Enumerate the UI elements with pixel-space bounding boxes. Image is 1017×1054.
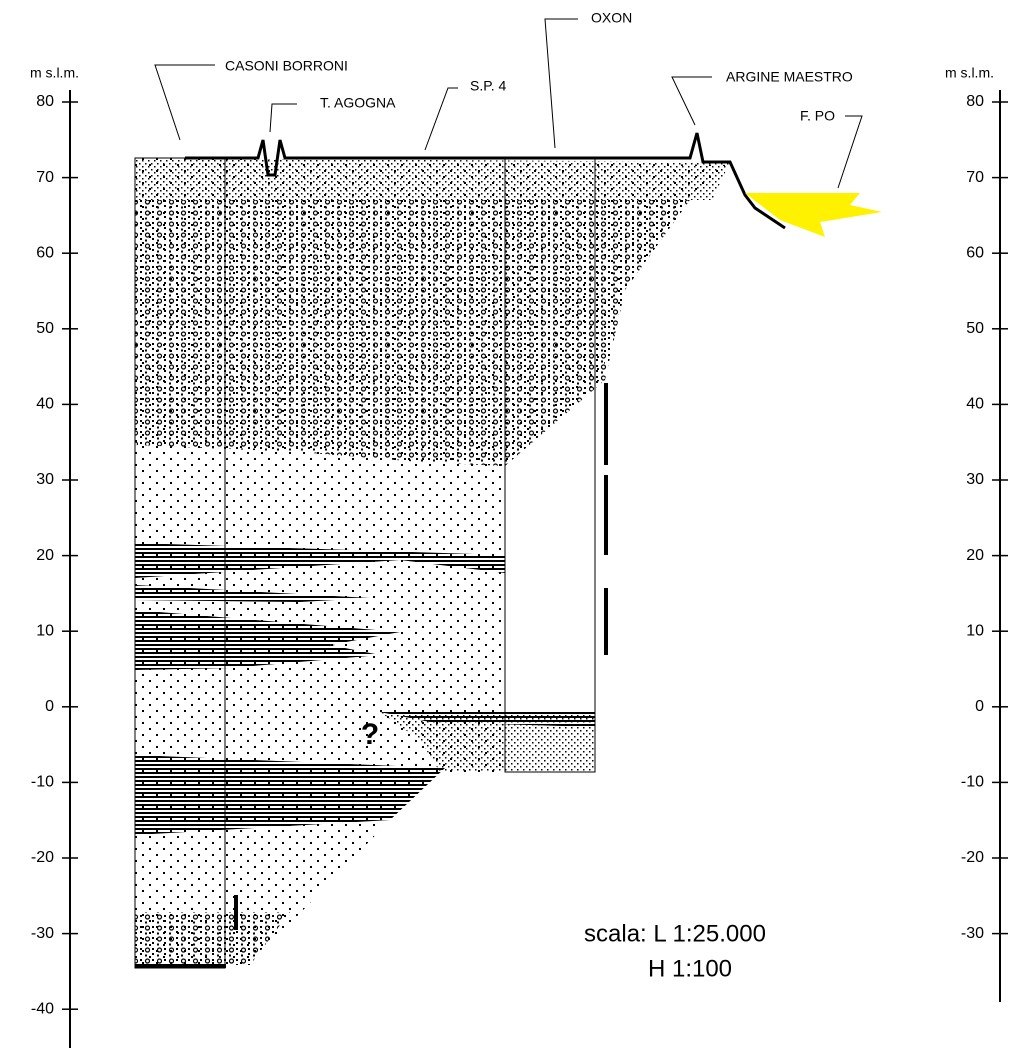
tick-label: 30	[966, 471, 984, 488]
label: S.P. 4	[470, 78, 507, 94]
tick-label: -10	[31, 774, 54, 791]
tick-label: -30	[961, 925, 984, 942]
label: CASONI BORRONI	[225, 58, 348, 74]
leader	[672, 77, 712, 125]
leader	[838, 116, 862, 188]
gravel-base	[135, 912, 290, 965]
scale-text: scala: L 1:25.000	[584, 920, 766, 947]
tick-label: 10	[36, 622, 54, 639]
tick-label: 70	[966, 169, 984, 186]
tick-label: -20	[961, 849, 984, 866]
leader	[425, 88, 458, 150]
label: T. AGOGNA	[320, 95, 396, 111]
label: ARGINE MAESTRO	[726, 69, 853, 85]
leader	[545, 19, 578, 148]
tick-label: 0	[975, 698, 984, 715]
tick-label: 40	[966, 396, 984, 413]
tick-label: 40	[36, 396, 54, 413]
tick-label: 20	[966, 547, 984, 564]
axis-unit: m s.l.m.	[945, 65, 994, 81]
tick-label: 80	[966, 93, 984, 110]
tick-label: 50	[36, 320, 54, 337]
tick-label: 10	[966, 622, 984, 639]
clay-band	[135, 755, 445, 835]
label: OXON	[591, 10, 632, 26]
tick-label: 70	[36, 169, 54, 186]
label: F. PO	[800, 108, 835, 124]
leader	[270, 104, 297, 132]
tick-label: 80	[36, 93, 54, 110]
page: CASONI BORRONI T. AGOGNA S.P. 4 OXON ARG…	[0, 0, 1017, 1054]
tick-label: 60	[36, 244, 54, 261]
fine-sand-top	[135, 158, 730, 200]
tick-label: 0	[45, 698, 54, 715]
tick-label: -40	[31, 1000, 54, 1017]
question-mark: ?	[361, 718, 379, 751]
tick-label: -30	[31, 925, 54, 942]
scale-text: H 1:100	[648, 955, 732, 982]
tick-label: -10	[961, 774, 984, 791]
cross-section: CASONI BORRONI T. AGOGNA S.P. 4 OXON ARG…	[0, 0, 1017, 1054]
tick-label: -20	[31, 849, 54, 866]
tick-label: 30	[36, 471, 54, 488]
leader	[155, 65, 215, 140]
tick-label: 50	[966, 320, 984, 337]
axis-unit: m s.l.m.	[30, 65, 79, 81]
tick-label: 20	[36, 547, 54, 564]
tick-label: 60	[966, 244, 984, 261]
